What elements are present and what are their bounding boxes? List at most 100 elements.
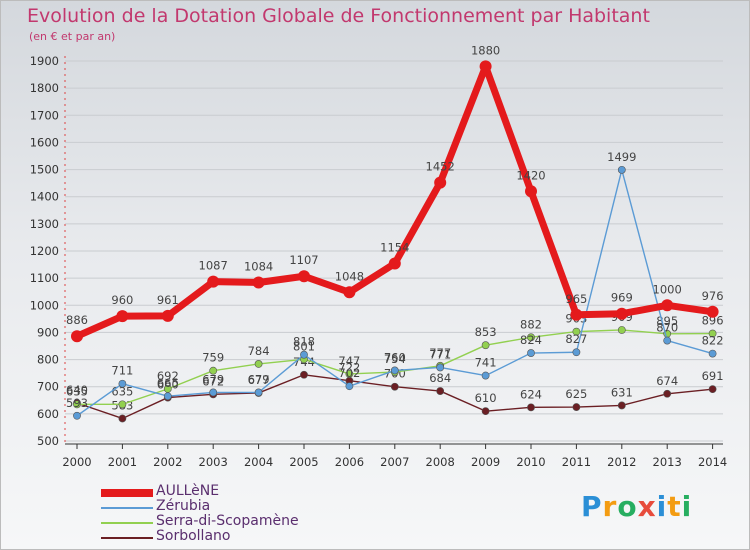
data-point: [118, 414, 127, 423]
x-tick-label: 2005: [289, 455, 318, 469]
legend-swatch: [101, 507, 153, 509]
legend-swatch: [101, 522, 153, 524]
data-label: 679: [248, 372, 270, 386]
data-label: 777: [429, 346, 451, 360]
data-label: 593: [66, 396, 88, 410]
data-label: 822: [702, 334, 724, 348]
data-point: [163, 392, 172, 401]
data-point: [706, 305, 719, 318]
data-point: [252, 276, 265, 289]
data-point: [118, 400, 127, 409]
data-point: [617, 326, 626, 334]
x-tick-label: 2001: [108, 455, 137, 469]
data-point: [617, 401, 626, 410]
data-label: 1499: [607, 150, 636, 164]
x-tick-label: 2003: [199, 455, 228, 469]
brand-letter: r: [602, 490, 618, 523]
data-label: 684: [429, 371, 451, 385]
x-tick-label: 2008: [426, 455, 455, 469]
y-tick-label: 800: [37, 353, 59, 367]
y-tick-label: 1200: [30, 244, 59, 258]
data-point: [73, 411, 81, 420]
x-tick-label: 2002: [153, 455, 182, 469]
x-tick-label: 2000: [62, 455, 91, 469]
y-tick-label: 1800: [30, 81, 59, 95]
y-tick-label: 1300: [30, 217, 59, 231]
data-point: [254, 360, 263, 368]
data-label: 965: [565, 292, 587, 306]
data-label: 674: [656, 374, 678, 388]
data-label: 1880: [471, 43, 500, 57]
data-point: [481, 371, 490, 380]
data-label: 976: [702, 289, 724, 303]
data-point: [661, 299, 674, 312]
data-point: [390, 382, 399, 391]
data-point: [617, 165, 626, 174]
x-tick-label: 2009: [471, 455, 500, 469]
data-label: 824: [520, 333, 542, 347]
x-tick-label: 2007: [380, 455, 409, 469]
data-label: 886: [66, 313, 88, 327]
data-point: [71, 330, 83, 343]
data-point: [254, 388, 263, 397]
data-label: 635: [66, 384, 88, 398]
y-tick-label: 600: [37, 407, 59, 421]
data-point: [527, 349, 535, 357]
y-tick-label: 1100: [30, 271, 59, 285]
data-point: [570, 308, 583, 321]
data-point: [615, 307, 628, 320]
data-point: [209, 366, 218, 375]
data-label: 677: [248, 373, 270, 387]
data-point: [300, 370, 308, 379]
legend-swatch: [101, 489, 153, 497]
legend-label: AULLèNE: [156, 483, 220, 499]
legend-label: Sorbollano: [156, 528, 231, 544]
data-point: [481, 341, 490, 350]
x-tick-label: 2006: [335, 455, 364, 469]
data-point: [116, 310, 129, 323]
data-point: [161, 309, 174, 322]
data-label: 1000: [653, 282, 682, 296]
y-tick-label: 700: [37, 380, 59, 394]
data-label: 784: [248, 344, 270, 358]
data-label: 1107: [289, 253, 318, 267]
brand-letter: P: [581, 490, 603, 523]
data-point: [572, 403, 581, 411]
data-point: [436, 387, 445, 395]
data-label: 610: [475, 391, 497, 405]
brand-letter: x: [637, 490, 657, 523]
data-point: [345, 382, 354, 391]
x-tick-label: 2012: [607, 455, 636, 469]
data-point: [388, 257, 401, 270]
y-tick-label: 900: [37, 325, 59, 339]
data-label: 672: [202, 374, 224, 388]
legend-label: Serra-di-Scopamène: [156, 513, 299, 529]
data-point: [481, 407, 490, 416]
data-label: 711: [111, 364, 133, 378]
data-point: [343, 286, 356, 299]
legend-swatch: [101, 537, 153, 539]
chart-title: Evolution de la Dotation Globale de Fonc…: [27, 5, 650, 27]
data-label: 870: [656, 321, 678, 335]
data-label: 625: [565, 387, 587, 401]
data-label: 640: [66, 383, 88, 397]
data-point: [708, 329, 717, 338]
data-point: [572, 348, 581, 357]
data-point: [300, 350, 308, 359]
data-label: 1420: [516, 168, 545, 182]
data-label: 679: [202, 372, 224, 386]
data-label: 722: [338, 361, 360, 375]
x-tick-label: 2004: [244, 455, 273, 469]
data-point: [527, 333, 535, 342]
data-label: 960: [111, 293, 133, 307]
data-point: [708, 349, 717, 358]
chart-subtitle: (en € et par an): [29, 30, 116, 43]
data-label: 969: [611, 291, 633, 305]
x-tick-label: 2013: [653, 455, 682, 469]
y-tick-label: 1700: [30, 108, 59, 122]
data-label: 660: [157, 378, 179, 392]
y-tick-label: 1900: [30, 54, 59, 68]
y-tick-label: 1400: [30, 190, 59, 204]
